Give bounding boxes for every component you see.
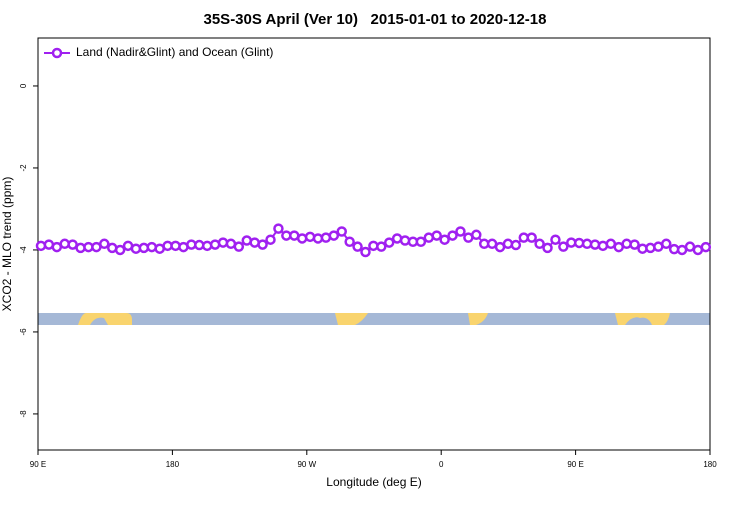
point <box>336 226 347 237</box>
point <box>35 240 47 252</box>
y-tick-label: -4 <box>19 246 28 254</box>
legend-label: Land (Nadir&Glint) and Ocean (Glint) <box>76 45 273 59</box>
point <box>455 226 466 237</box>
point <box>273 223 284 234</box>
point <box>328 230 340 241</box>
x-tick-label: 90 E <box>567 460 583 469</box>
point <box>217 237 229 248</box>
point <box>399 235 411 246</box>
point <box>360 246 371 258</box>
x-axis-label: Longitude (deg E) <box>326 475 421 489</box>
point <box>447 230 458 241</box>
point <box>257 239 268 250</box>
point <box>233 241 245 252</box>
point <box>660 238 672 250</box>
x-tick-label: 180 <box>703 460 717 469</box>
point <box>645 242 656 254</box>
point <box>526 232 537 243</box>
point <box>376 241 387 252</box>
point <box>534 238 545 250</box>
y-tick-label: 0 <box>19 83 28 88</box>
point <box>439 234 450 245</box>
point <box>99 238 110 250</box>
x-tick-label: 180 <box>166 460 180 469</box>
point <box>352 241 363 252</box>
point <box>550 234 561 245</box>
point <box>383 237 395 248</box>
point <box>415 236 427 247</box>
point <box>558 241 569 252</box>
x-tick-label: 90 E <box>30 460 46 469</box>
point <box>542 242 553 254</box>
point <box>201 240 213 252</box>
point <box>502 238 514 250</box>
y-tick-label: -6 <box>19 328 28 336</box>
point <box>170 240 181 252</box>
chart-title: 35S-30S April (Ver 10) 2015-01-01 to 202… <box>204 11 547 28</box>
point <box>114 244 126 256</box>
point <box>265 234 276 245</box>
x-tick-label: 90 W <box>297 460 316 469</box>
point <box>431 230 442 241</box>
x-tick-label: 0 <box>439 460 444 469</box>
point <box>510 239 522 251</box>
y-tick-label: -2 <box>19 164 28 172</box>
point <box>700 241 712 253</box>
y-tick-label: -8 <box>19 410 28 418</box>
point <box>629 239 640 250</box>
map-strip <box>38 313 710 325</box>
point <box>589 239 601 250</box>
point <box>471 229 482 241</box>
legend-marker <box>51 47 63 59</box>
point <box>344 236 355 247</box>
y-axis-label: XCO2 - MLO trend (ppm) <box>0 177 14 312</box>
